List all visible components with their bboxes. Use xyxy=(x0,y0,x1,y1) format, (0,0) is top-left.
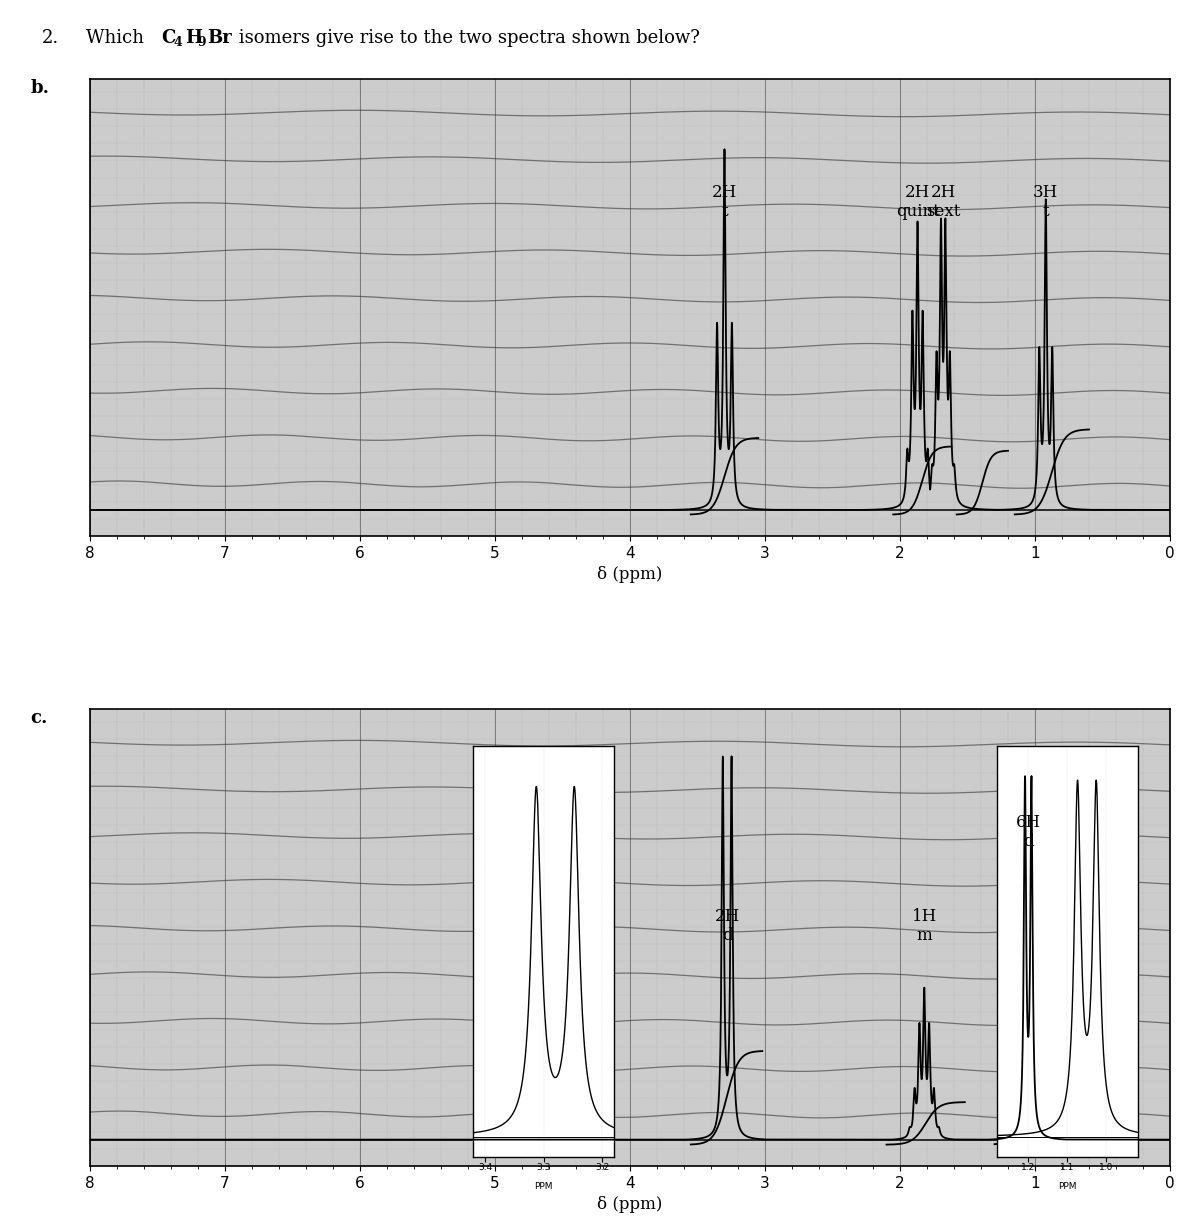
Text: 1H
m: 1H m xyxy=(912,907,937,944)
Text: Br: Br xyxy=(208,29,233,48)
Text: 3H
t: 3H t xyxy=(1033,183,1058,220)
Text: 2H
d: 2H d xyxy=(714,907,740,944)
X-axis label: δ (ppm): δ (ppm) xyxy=(598,567,662,584)
Text: isomers give rise to the two spectra shown below?: isomers give rise to the two spectra sho… xyxy=(233,29,701,48)
Text: b.: b. xyxy=(31,79,49,98)
Text: 4: 4 xyxy=(173,35,182,49)
Text: 2H
quint: 2H quint xyxy=(895,183,940,220)
Text: 2H
sext: 2H sext xyxy=(926,183,960,220)
Text: 2.: 2. xyxy=(42,29,59,48)
X-axis label: δ (ppm): δ (ppm) xyxy=(598,1197,662,1214)
Text: c.: c. xyxy=(31,709,48,728)
Text: C: C xyxy=(161,29,175,48)
Text: 9: 9 xyxy=(197,35,206,49)
Text: 6H
d: 6H d xyxy=(1015,813,1040,850)
Text: 2H
t: 2H t xyxy=(712,183,737,220)
Text: H: H xyxy=(185,29,202,48)
Text: Which: Which xyxy=(86,29,150,48)
